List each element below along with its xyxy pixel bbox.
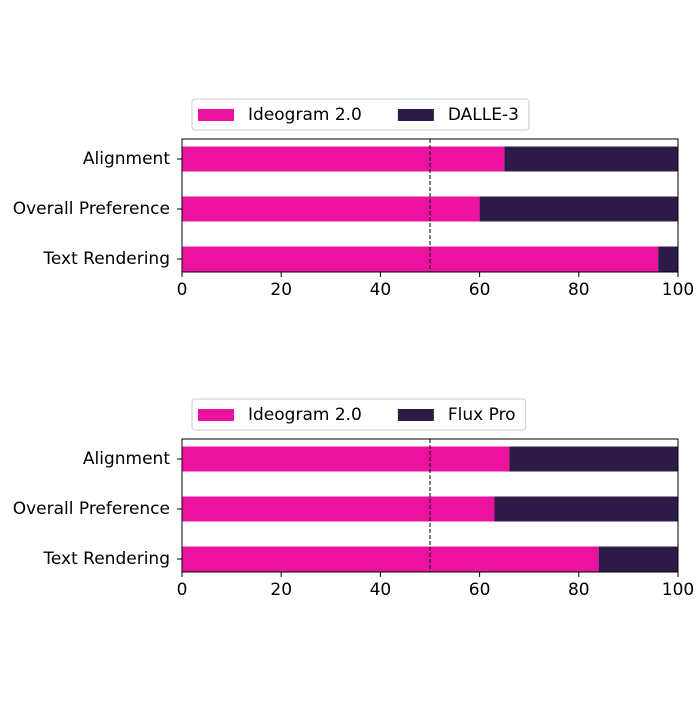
- axes-frame: [181, 138, 679, 273]
- x-tick-label: 20: [270, 280, 292, 300]
- legend-swatch: [397, 109, 434, 121]
- x-tick-label: 100: [662, 280, 694, 300]
- legend-swatch: [198, 109, 234, 121]
- y-tick-label: Text Rendering: [42, 549, 170, 569]
- bar-segment: [598, 546, 678, 572]
- legend-label: DALLE-3: [448, 105, 519, 125]
- x-tick-label: 20: [270, 580, 292, 600]
- bar-segment: [504, 146, 678, 172]
- bar-segment: [494, 496, 678, 522]
- y-tick-label: Alignment: [83, 449, 170, 469]
- bar-segment: [658, 246, 678, 272]
- legend-swatch: [198, 409, 234, 421]
- legend-box: [191, 98, 530, 131]
- axes-frame: [181, 438, 679, 573]
- x-tick-label: 40: [370, 580, 392, 600]
- bar-segment: [182, 196, 480, 222]
- x-tick-label: 60: [469, 280, 491, 300]
- x-tick-label: 80: [568, 280, 590, 300]
- y-tick-label: Alignment: [83, 149, 170, 169]
- y-tick-label: Text Rendering: [42, 249, 170, 269]
- bar-segment: [182, 146, 505, 172]
- legend-swatch: [397, 409, 434, 421]
- x-tick-label: 0: [177, 280, 188, 300]
- bar-segment: [182, 246, 659, 272]
- y-tick-label: Overall Preference: [13, 199, 170, 219]
- bar-segment: [509, 446, 678, 472]
- legend-label: Ideogram 2.0: [248, 105, 362, 125]
- x-tick-label: 40: [370, 280, 392, 300]
- x-tick-label: 60: [469, 580, 491, 600]
- x-tick-label: 100: [662, 580, 694, 600]
- bar-segment: [182, 446, 510, 472]
- bar-segment: [182, 496, 495, 522]
- bar-segment: [479, 196, 678, 222]
- x-tick-label: 80: [568, 580, 590, 600]
- legend-label: Ideogram 2.0: [248, 405, 362, 425]
- bar-segment: [182, 546, 599, 572]
- legend-box: [191, 398, 527, 431]
- y-tick-label: Overall Preference: [13, 499, 170, 519]
- legend-label: Flux Pro: [448, 405, 516, 425]
- x-tick-label: 0: [177, 580, 188, 600]
